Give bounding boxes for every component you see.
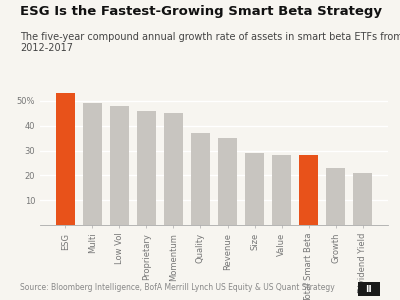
Bar — [245, 153, 264, 225]
Bar — [299, 155, 318, 225]
Bar — [218, 138, 237, 225]
Bar — [326, 168, 345, 225]
Text: Source: Bloomberg Intelligence, BofA Merrill Lynch US Equity & US Quant Strategy: Source: Bloomberg Intelligence, BofA Mer… — [20, 284, 335, 292]
Text: The five-year compound annual growth rate of assets in smart beta ETFs from
2012: The five-year compound annual growth rat… — [20, 32, 400, 53]
Bar — [353, 173, 372, 225]
Bar — [56, 93, 75, 225]
Bar — [164, 113, 183, 225]
Bar — [191, 133, 210, 225]
Bar — [110, 106, 129, 225]
Text: ESG Is the Fastest-Growing Smart Beta Strategy: ESG Is the Fastest-Growing Smart Beta St… — [20, 4, 382, 17]
Bar — [272, 155, 291, 225]
Text: II: II — [366, 285, 372, 294]
Bar — [83, 103, 102, 225]
Bar — [137, 111, 156, 225]
